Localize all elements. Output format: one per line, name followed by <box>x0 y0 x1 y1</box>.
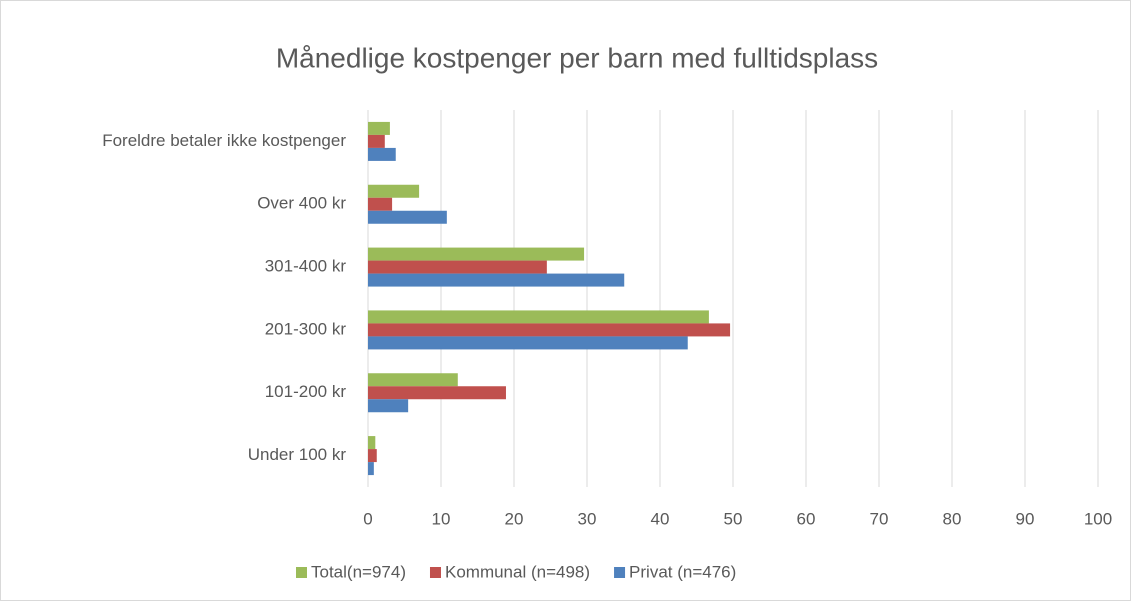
x-tick-label: 70 <box>870 509 889 528</box>
legend-swatch <box>296 567 307 578</box>
x-tick-label: 30 <box>578 509 597 528</box>
legend-swatch <box>429 567 441 578</box>
y-tick-label: Under 100 kr <box>248 445 347 464</box>
bar <box>368 323 731 337</box>
x-tick-label: 50 <box>724 509 743 528</box>
y-tick-label: 201-300 kr <box>265 319 347 338</box>
bar <box>368 210 447 224</box>
bar <box>368 436 376 450</box>
x-tick-label: 40 <box>651 509 670 528</box>
x-tick-label: 0 <box>363 509 372 528</box>
legend-label: Total(n=974) <box>311 562 406 581</box>
bar <box>368 336 688 350</box>
bar <box>368 134 385 148</box>
x-tick-label: 80 <box>943 509 962 528</box>
bar <box>368 310 709 324</box>
bar <box>368 399 409 413</box>
y-tick-label: Foreldre betaler ikke kostpenger <box>102 131 346 150</box>
x-tick-label: 60 <box>797 509 816 528</box>
bar <box>368 147 396 161</box>
bar <box>368 449 377 463</box>
y-tick-label: 101-200 kr <box>265 382 347 401</box>
bar <box>368 121 390 135</box>
legend-label: Privat (n=476) <box>629 562 736 581</box>
bar <box>368 386 506 400</box>
legend-swatch <box>614 567 626 578</box>
chart-title: Månedlige kostpenger per barn med fullti… <box>276 42 878 73</box>
bar <box>368 462 374 476</box>
x-tick-label: 20 <box>505 509 524 528</box>
x-tick-label: 90 <box>1016 509 1035 528</box>
legend-label: Kommunal (n=498) <box>445 562 590 581</box>
bar <box>368 260 547 274</box>
x-tick-label: 10 <box>432 509 451 528</box>
bar <box>368 273 625 287</box>
bar <box>368 373 458 387</box>
y-tick-label: Over 400 kr <box>257 194 346 213</box>
x-tick-label: 100 <box>1084 509 1112 528</box>
y-tick-label: 301-400 kr <box>265 257 347 276</box>
bar <box>368 197 393 211</box>
bar <box>368 247 585 261</box>
bar <box>368 184 420 198</box>
